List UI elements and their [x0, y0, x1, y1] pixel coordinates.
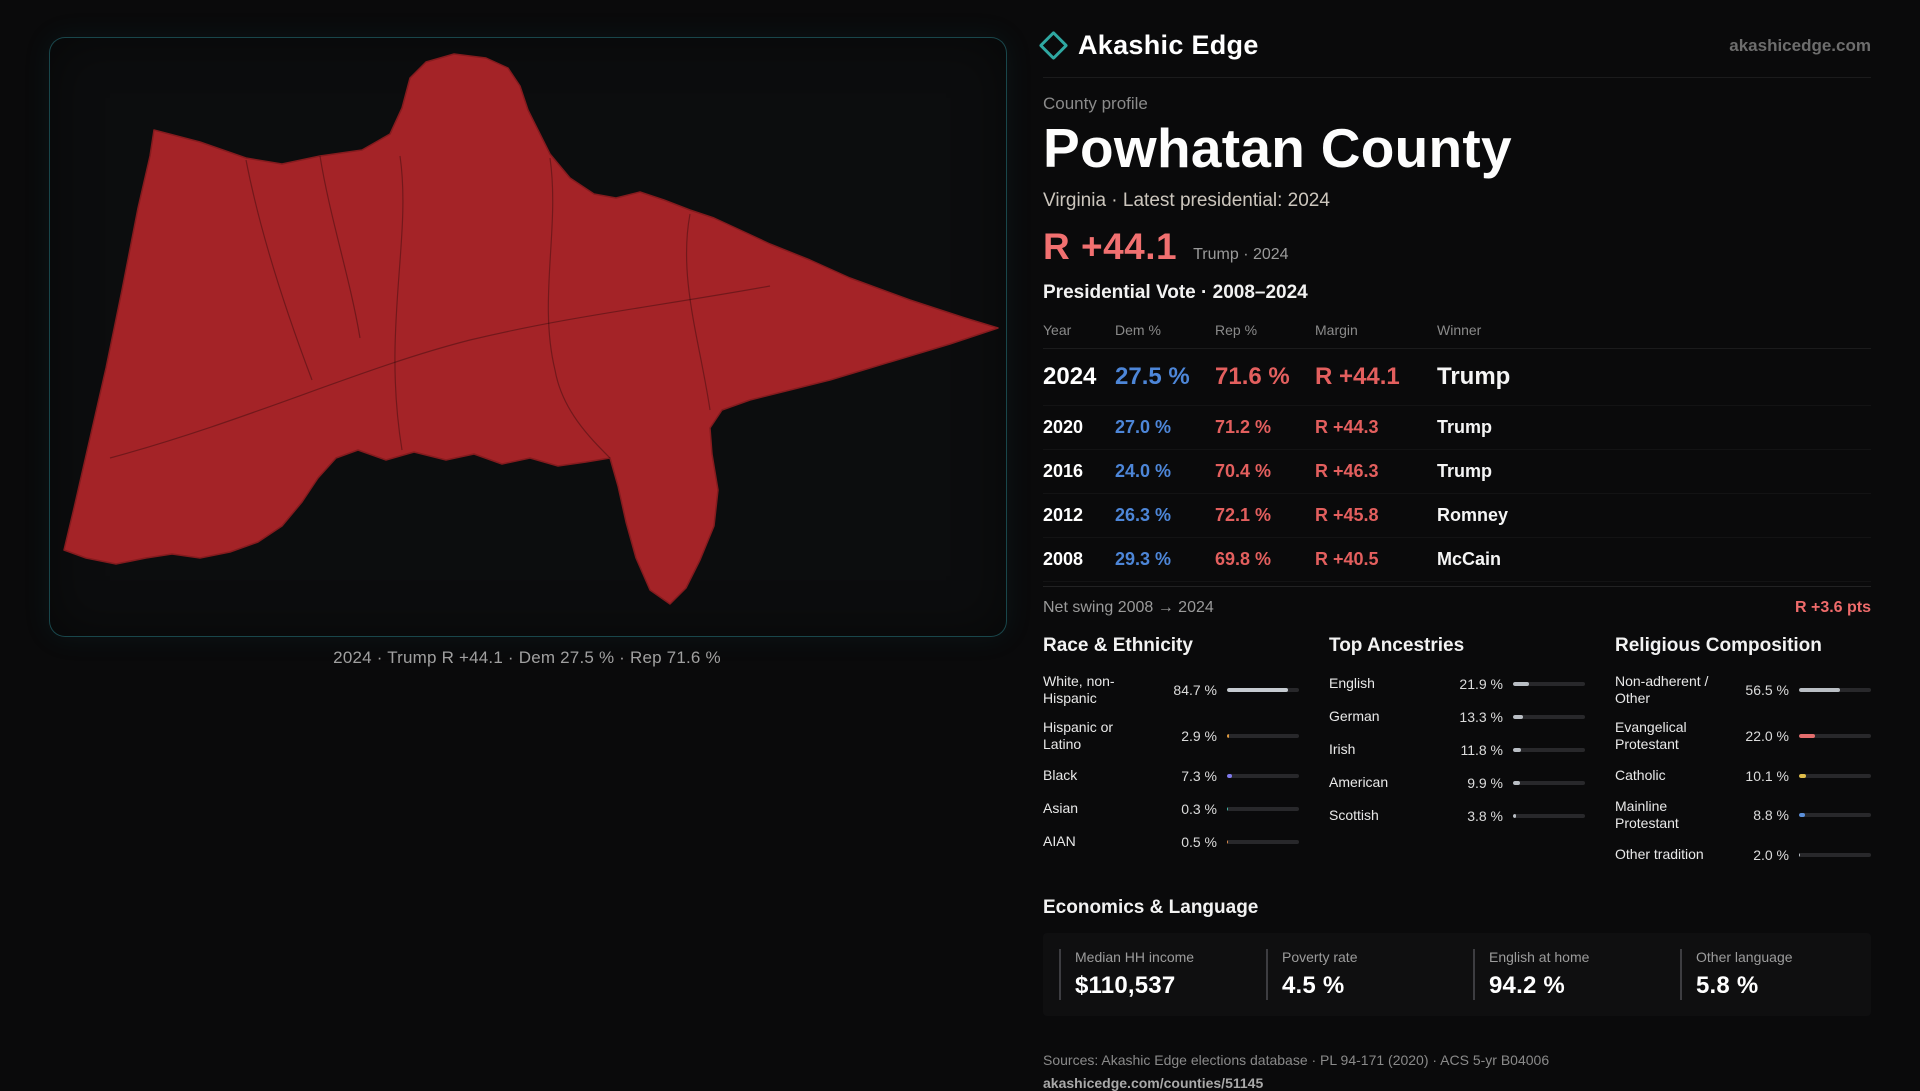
list-item: Other tradition 2.0 % — [1615, 844, 1871, 866]
race-title: Race & Ethnicity — [1043, 634, 1193, 656]
footer: Sources: Akashic Edge elections database… — [1043, 1040, 1871, 1091]
table-row-2024: 2024 27.5 % 71.6 % R +44.1 Trump — [1043, 349, 1871, 406]
ancestry-title: Top Ancestries — [1329, 634, 1465, 656]
col-header-year: Year — [1043, 321, 1072, 338]
economics-title: Economics & Language — [1043, 896, 1259, 918]
bar-track — [1513, 813, 1585, 818]
list-item: Mainline Protestant 8.8 % — [1615, 798, 1871, 833]
bar-fill — [1513, 747, 1522, 752]
bar-track — [1227, 806, 1299, 811]
bar-track — [1513, 747, 1585, 752]
bar-track — [1227, 839, 1299, 844]
stat-other-language: Other language 5.8 % — [1680, 948, 1871, 1000]
table-row-2016: 2016 24.0 % 70.4 % R +46.3 Trump — [1043, 450, 1871, 494]
bar-fill — [1227, 839, 1229, 844]
bar-fill — [1799, 734, 1815, 739]
bar-fill — [1227, 773, 1233, 778]
list-item: Catholic 10.1 % — [1615, 765, 1871, 787]
bar-track — [1227, 773, 1299, 778]
bar-track — [1799, 852, 1871, 857]
net-swing-value: R +3.6 pts — [1794, 598, 1871, 616]
presidential-vote-table: Year Dem % Rep % Margin Winner 2024 27.5… — [1043, 314, 1871, 582]
bar-fill — [1799, 688, 1840, 693]
col-header-winner: Winner — [1437, 321, 1482, 338]
bar-fill — [1799, 773, 1807, 778]
bar-track — [1799, 773, 1871, 778]
county-map-panel — [49, 37, 1007, 637]
list-item: Evangelical Protestant 22.0 % — [1615, 719, 1871, 754]
table-row-2012: 2012 26.3 % 72.1 % R +45.8 Romney — [1043, 494, 1871, 538]
bar-fill — [1513, 780, 1521, 785]
bar-fill — [1513, 813, 1516, 818]
list-item: Asian 0.3 % — [1043, 798, 1299, 820]
vote-table-title: Presidential Vote · 2008–2024 — [1043, 281, 1308, 303]
bar-track — [1513, 714, 1585, 719]
brand-name: Akashic Edge — [1078, 30, 1259, 60]
headline-margin-row: R +44.1 Trump · 2024 — [1043, 226, 1871, 268]
bar-fill — [1227, 734, 1230, 739]
precinct-boundaries — [109, 155, 771, 459]
list-item: Hispanic or Latino 2.9 % — [1043, 719, 1299, 754]
col-header-margin: Margin — [1315, 321, 1358, 338]
col-header-dem: Dem % — [1115, 321, 1161, 338]
list-item: Scottish 3.8 % — [1329, 805, 1585, 827]
list-item: AIAN 0.5 % — [1043, 831, 1299, 853]
sources-line: Sources: Akashic Edge elections database… — [1043, 1051, 1550, 1068]
list-item: Black 7.3 % — [1043, 765, 1299, 787]
table-row-2020: 2020 27.0 % 71.2 % R +44.3 Trump — [1043, 406, 1871, 450]
bar-track — [1227, 688, 1299, 693]
county-url-link[interactable]: akashicedge.com/counties/51145 — [1043, 1074, 1264, 1091]
economics-stats-row: Median HH income $110,537 Poverty rate 4… — [1043, 933, 1871, 1016]
list-item: White, non-Hispanic 84.7 % — [1043, 673, 1299, 708]
headline-margin-value: R +44.1 — [1043, 225, 1178, 267]
bar-track — [1513, 780, 1585, 785]
religion-title: Religious Composition — [1615, 634, 1822, 656]
top-ancestries-column: Top Ancestries English 21.9 % German 13.… — [1329, 635, 1585, 877]
map-caption: 2024 · Trump R +44.1 · Dem 27.5 % · Rep … — [333, 648, 721, 667]
list-item: American 9.9 % — [1329, 772, 1585, 794]
header: Akashic Edge akashicedge.com — [1038, 30, 1871, 78]
bar-track — [1227, 734, 1299, 739]
brand-domain-link[interactable]: akashicedge.com — [1729, 35, 1871, 55]
brand-diamond-icon — [1038, 30, 1069, 61]
list-item: German 13.3 % — [1329, 706, 1585, 728]
table-row-2008: 2008 29.3 % 69.8 % R +40.5 McCain — [1043, 538, 1871, 582]
list-item: English 21.9 % — [1329, 673, 1585, 695]
brand: Akashic Edge — [1038, 30, 1259, 61]
net-swing-label: Net swing 2008 → 2024 — [1043, 598, 1214, 616]
bar-fill — [1513, 681, 1529, 686]
county-profile-panel: Akashic Edge akashicedge.com County prof… — [1038, 30, 1871, 1091]
list-item: Irish 11.8 % — [1329, 739, 1585, 761]
race-ethnicity-column: Race & Ethnicity White, non-Hispanic 84.… — [1043, 635, 1299, 877]
subtitle: Virginia · Latest presidential: 2024 — [1043, 189, 1330, 211]
net-swing-row: Net swing 2008 → 2024 R +3.6 pts — [1043, 585, 1871, 627]
list-item: Non-adherent / Other 56.5 % — [1615, 673, 1871, 708]
demographics-section: Race & Ethnicity White, non-Hispanic 84.… — [1043, 635, 1871, 877]
bar-track — [1513, 681, 1585, 686]
county-map — [63, 53, 999, 605]
col-header-rep: Rep % — [1215, 321, 1258, 338]
bar-fill — [1227, 806, 1229, 811]
page-title: Powhatan County — [1043, 117, 1512, 179]
bar-fill — [1799, 813, 1806, 818]
table-header-row: Year Dem % Rep % Margin Winner — [1043, 314, 1871, 349]
stat-poverty-rate: Poverty rate 4.5 % — [1266, 948, 1457, 1000]
bar-fill — [1799, 852, 1801, 857]
bar-fill — [1513, 714, 1523, 719]
kicker: County profile — [1043, 94, 1148, 113]
bar-track — [1799, 813, 1871, 818]
stat-english-at-home: English at home 94.2 % — [1473, 948, 1664, 1000]
headline-margin-note: Trump · 2024 — [1193, 245, 1289, 263]
bar-fill — [1227, 688, 1288, 693]
religious-composition-column: Religious Composition Non-adherent / Oth… — [1615, 635, 1871, 877]
bar-track — [1799, 734, 1871, 739]
stat-median-hh-income: Median HH income $110,537 — [1059, 948, 1250, 1000]
bar-track — [1799, 688, 1871, 693]
county-shape — [63, 53, 999, 605]
